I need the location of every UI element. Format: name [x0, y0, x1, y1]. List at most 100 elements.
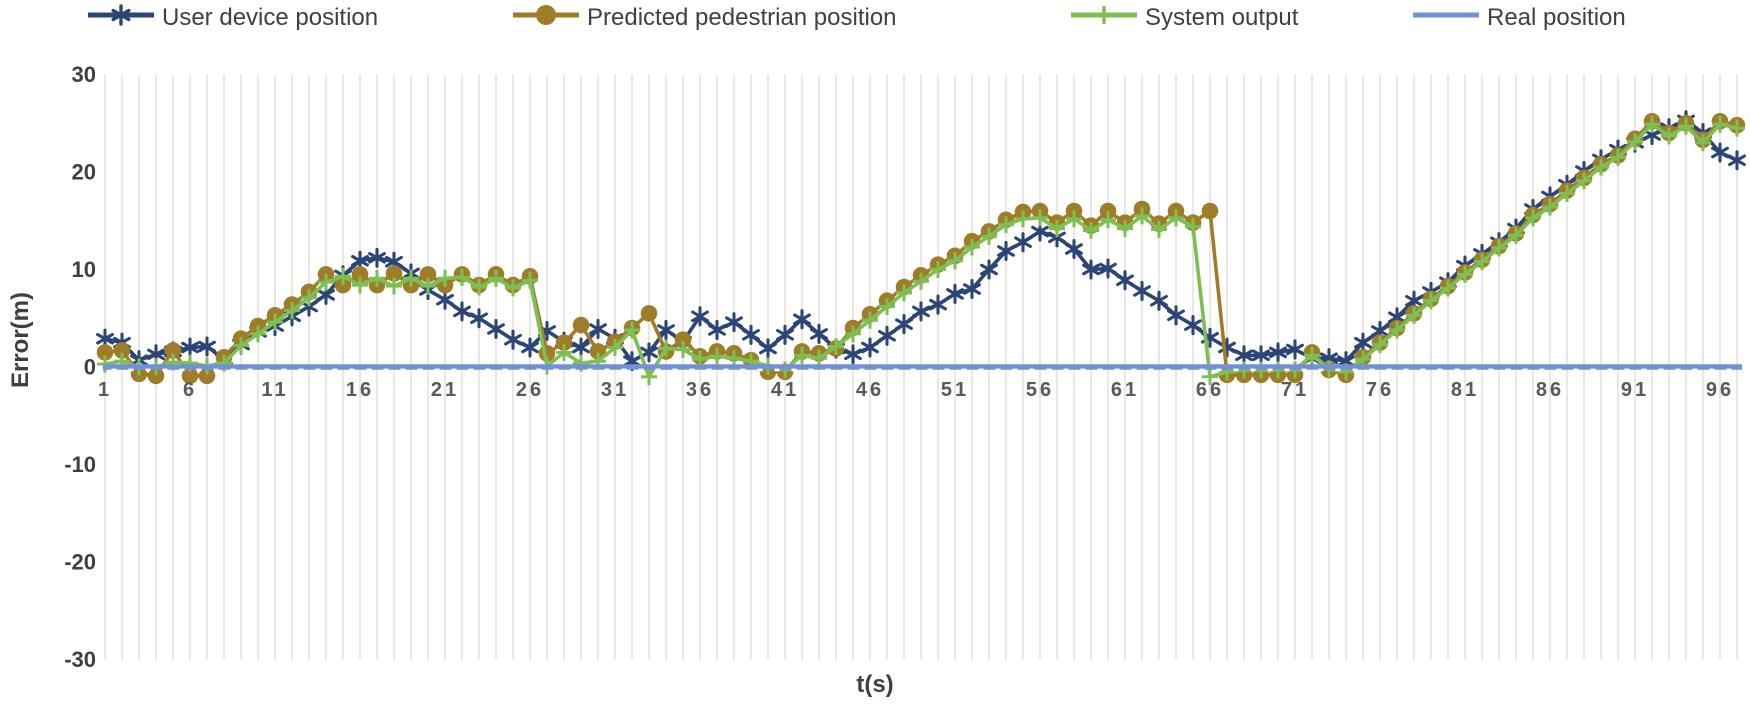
- asterisk-marker: [453, 305, 471, 318]
- axis-tick-dash: [1267, 368, 1273, 372]
- asterisk-marker: [1065, 243, 1083, 255]
- axis-tick-dash: [995, 368, 1001, 372]
- asterisk-marker: [1371, 325, 1389, 337]
- axis-tick-dash: [1573, 368, 1579, 372]
- axis-tick-dash: [1624, 368, 1630, 372]
- x-tick-label: 91: [1621, 379, 1649, 401]
- axis-tick-dash: [485, 368, 491, 372]
- x-tick-labels: 1 6 11 16 21 26 31 36 41 46 51 56 61 66 71 76 81 86 91 96: [98, 379, 1734, 401]
- asterisk-marker: [181, 341, 199, 354]
- asterisk-marker: [504, 333, 522, 346]
- y-tick-label: 20: [72, 160, 96, 185]
- series-real-position: [103, 364, 1742, 372]
- axis-tick-dash: [468, 368, 474, 372]
- asterisk-marker: [96, 332, 114, 345]
- axis-tick-dash: [570, 368, 576, 372]
- x-tick-label: 66: [1196, 379, 1224, 401]
- axis-tick-dash: [1148, 368, 1154, 372]
- asterisk-marker: [1711, 146, 1729, 159]
- circle-marker: [674, 331, 692, 349]
- axis-tick-dash: [1080, 368, 1086, 372]
- axis-tick-dash: [927, 368, 933, 372]
- axis-tick-dash: [1352, 368, 1358, 372]
- y-tick-label: 30: [72, 62, 96, 87]
- asterisk-marker: [1405, 294, 1423, 307]
- axis-tick-dash: [689, 368, 695, 372]
- x-tick-label: 21: [431, 379, 459, 401]
- asterisk-marker: [147, 348, 165, 361]
- x-tick-label: 86: [1536, 379, 1564, 401]
- axis-tick-dash: [553, 368, 559, 372]
- x-tick-label: 16: [346, 379, 374, 401]
- axis-tick-dash: [1709, 368, 1715, 372]
- asterisk-marker: [810, 328, 828, 340]
- asterisk-marker: [436, 293, 454, 306]
- x-tick-label: 1: [98, 379, 112, 401]
- asterisk-marker: [1218, 341, 1236, 354]
- axis-tick-dash: [1471, 368, 1477, 372]
- asterisk-marker: [1252, 349, 1270, 362]
- axis-tick-dash: [1012, 368, 1018, 372]
- axis-tick-dash: [910, 368, 916, 372]
- axis-tick-dash: [400, 368, 406, 372]
- y-tick-label: -20: [64, 550, 96, 575]
- asterisk-marker: [1099, 262, 1117, 275]
- axis-tick-dash: [587, 368, 593, 372]
- asterisk-marker: [878, 329, 896, 342]
- circle-marker: [419, 266, 437, 283]
- axis-tick-dash: [1182, 368, 1188, 372]
- axis-tick-dash: [1437, 368, 1443, 372]
- axis-tick-dash: [808, 368, 814, 372]
- asterisk-marker: [1184, 319, 1202, 331]
- axis-tick-dash: [1199, 368, 1205, 372]
- axis-tick-dash: [128, 368, 134, 372]
- axis-tick-dash: [247, 368, 253, 372]
- asterisk-marker: [1337, 355, 1355, 367]
- y-tick-label: 0: [84, 355, 96, 380]
- asterisk-marker: [1320, 352, 1338, 365]
- asterisk-marker: [844, 348, 862, 361]
- axis-tick-dash: [349, 368, 355, 372]
- x-tick-label: 96: [1706, 379, 1734, 401]
- axis-tick-dash: [1522, 368, 1528, 372]
- axis-tick-dash: [536, 368, 542, 372]
- plus-line-marker-icon: [1071, 3, 1137, 32]
- axis-tick-dash: [281, 368, 287, 372]
- asterisk-marker: [589, 323, 607, 335]
- circle-marker: [1201, 202, 1219, 220]
- asterisk-marker: [861, 341, 879, 354]
- axis-tick-dash: [723, 368, 729, 372]
- x-axis-title: t(s): [856, 671, 894, 698]
- asterisk-marker: [487, 323, 505, 335]
- axis-tick-dash: [757, 368, 763, 372]
- legend-item-predicted-pedestrian-position: Predicted pedestrian position: [513, 3, 897, 32]
- asterisk-marker: [742, 329, 760, 341]
- circle-marker: [351, 266, 369, 283]
- asterisk-marker: [1048, 231, 1066, 244]
- axis-tick-dash: [842, 368, 848, 372]
- asterisk-marker: [1150, 294, 1168, 307]
- asterisk-marker: [963, 283, 981, 295]
- x-tick-label: 46: [856, 379, 884, 401]
- legend-label: Predicted pedestrian position: [587, 3, 897, 31]
- asterisk-marker: [1269, 346, 1287, 359]
- axis-tick-dash: [740, 368, 746, 372]
- axis-tick-dash: [145, 368, 151, 372]
- axis-tick-dash: [502, 368, 508, 372]
- circle-marker: [198, 367, 216, 385]
- axis-tick-dash: [1403, 368, 1409, 372]
- asterisk-marker: [912, 305, 930, 318]
- asterisk-marker: [385, 255, 403, 268]
- axis-tick-dash: [1250, 368, 1256, 372]
- asterisk-marker: [1116, 274, 1134, 287]
- axis-tick-dash: [655, 368, 661, 372]
- axis-tick-dash: [604, 368, 610, 372]
- legend-label: System output: [1145, 3, 1299, 31]
- axis-tick-dash: [1369, 368, 1375, 372]
- legend-label: User device position: [162, 3, 379, 31]
- axis-tick-dash: [1505, 368, 1511, 372]
- circle-marker: [96, 344, 114, 361]
- asterisk-marker: [1643, 129, 1661, 141]
- legend-item-system-output: System output: [1071, 3, 1298, 32]
